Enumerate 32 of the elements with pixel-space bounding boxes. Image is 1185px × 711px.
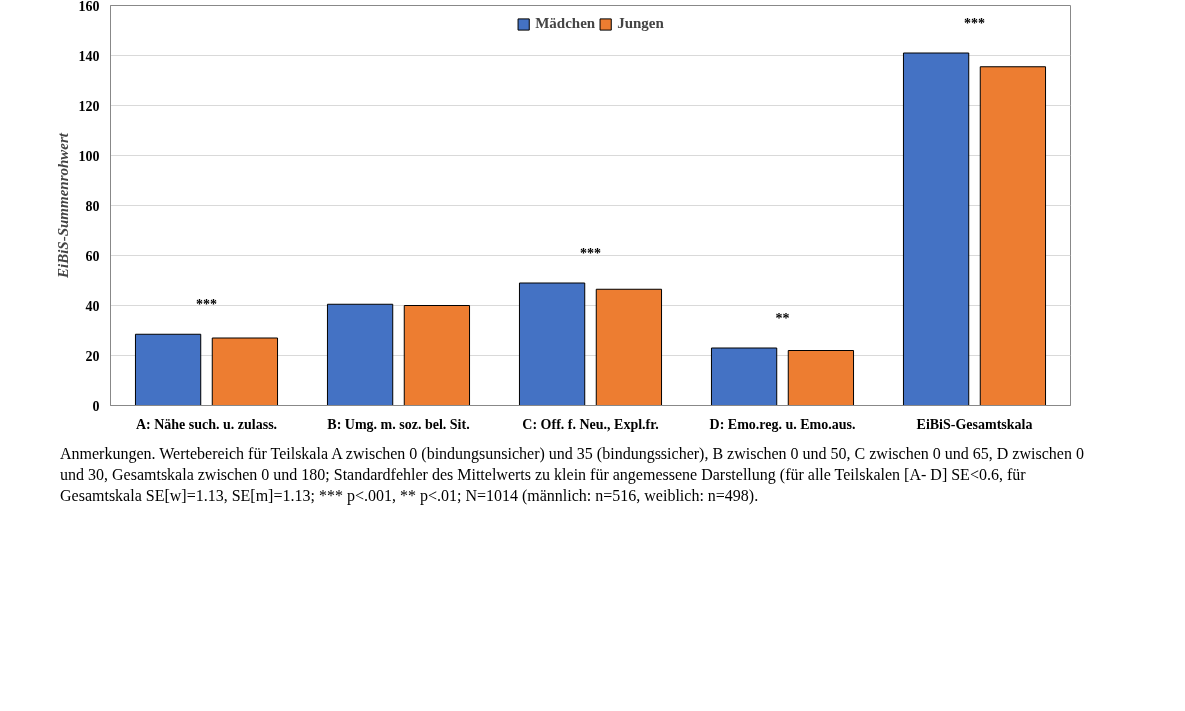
bar	[134, 333, 202, 406]
y-tick-label: 80	[85, 198, 100, 214]
y-tick-label: 140	[78, 48, 100, 64]
bar	[403, 305, 471, 406]
data-label: ***	[580, 245, 601, 261]
y-tick-label: 20	[85, 348, 100, 364]
y-tick-label: 120	[78, 98, 100, 114]
x-tick-label: A: Nähe such. u. zulass.	[135, 416, 278, 432]
x-tick-label: B: Umg. m. soz. bel. Sit.	[327, 416, 470, 432]
y-tick-label: 0	[92, 398, 100, 414]
y-tick-label: 40	[85, 298, 100, 314]
bar	[518, 282, 586, 406]
bar	[787, 350, 855, 406]
data-label: **	[775, 310, 790, 326]
legend-label: Jungen	[617, 15, 664, 32]
y-tick-label: 60	[85, 248, 100, 264]
data-label: ***	[196, 296, 217, 312]
bar	[326, 303, 394, 406]
x-tick-label: C: Off. f. Neu., Expl.fr.	[522, 416, 659, 432]
bar	[710, 347, 778, 406]
x-tick-label: D: Emo.reg. u. Emo.aus.	[709, 416, 856, 432]
y-tick-label: 160	[78, 0, 100, 14]
bar	[595, 288, 663, 406]
data-label: ***	[964, 15, 985, 31]
bar	[211, 337, 279, 406]
y-axis-title: EiBiS-Summenrohwert	[54, 132, 71, 280]
bar	[902, 52, 970, 406]
bar	[979, 66, 1047, 406]
y-tick-label: 100	[78, 148, 100, 164]
text: Anmerkungen. Wertebereich für Teilskala A zwischen 0 (bindungsunsicher) und 35 (bindungssicher), B zwischen 0 und 50, C zwischen 0 und 65, D zwischen 0 und 30, Gesamtskala zwischen 0 und 180; Standardfehler des Mittelwerts zu klein für angemessene Darstellung (für alle Teilskalen [A- D] SE<0.6, für Gesamtskala SE[w]=1.13, SE[m]=1.13; *** p<.001, ** p<.01; N=1014 (männlich: n=516, weiblich: n=498).	[60, 444, 1085, 507]
x-tick-label: EiBiS-Gesamtskala	[916, 416, 1033, 432]
legend-label: Mädchen	[535, 15, 596, 32]
